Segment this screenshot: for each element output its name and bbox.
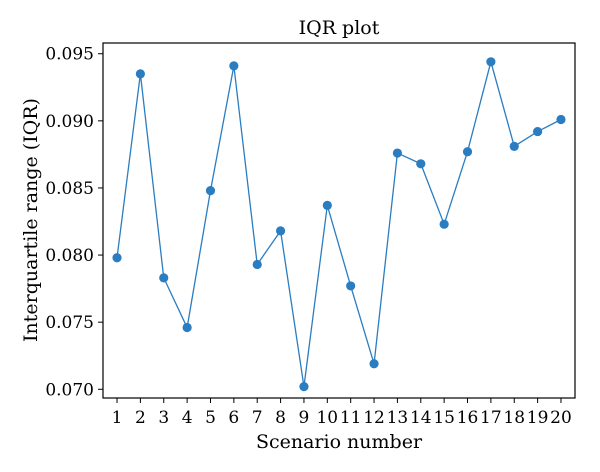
x-tick-label: 7 (252, 408, 263, 428)
data-point (135, 69, 145, 79)
y-tick-label: 0.090 (45, 112, 94, 132)
data-point (182, 322, 192, 333)
y-tick-label: 0.070 (45, 380, 94, 400)
x-axis-label: Scenario number (256, 431, 423, 453)
x-tick-label: 5 (205, 408, 216, 428)
data-point (486, 57, 496, 67)
data-point (439, 219, 449, 229)
data-point (392, 148, 403, 158)
x-tick-label: 13 (387, 408, 409, 428)
data-point (159, 273, 169, 283)
y-tick-label: 0.075 (45, 313, 94, 333)
x-tick-label: 18 (503, 408, 525, 428)
chart-title: IQR plot (299, 17, 380, 39)
x-tick-label: 2 (135, 408, 146, 428)
data-point (112, 253, 122, 263)
x-tick-label: 9 (299, 408, 310, 428)
x-tick-label: 6 (228, 408, 239, 428)
x-tick-label: 14 (410, 408, 432, 428)
plot-area (112, 57, 566, 392)
data-point (275, 226, 286, 236)
y-tick-label: 0.080 (45, 246, 94, 266)
x-tick-label: 20 (550, 408, 572, 428)
x-tick-label: 17 (480, 408, 502, 428)
data-point (229, 61, 239, 71)
data-point (556, 114, 566, 125)
data-point (509, 141, 519, 151)
data-point (205, 186, 216, 196)
x-tick-label: 8 (275, 408, 286, 428)
data-point (416, 159, 426, 169)
x-tick-label: 19 (527, 408, 549, 428)
x-tick-label: 15 (433, 408, 455, 428)
data-point (299, 381, 309, 392)
data-point (462, 147, 473, 157)
series-line (116, 59, 562, 387)
x-axis: 1 2 3 4 5 6 7 8 9 10 11 12 13 14 15 16 17 18 19 20 (112, 398, 572, 428)
x-tick-label: 3 (158, 408, 169, 428)
x-tick-label: 16 (457, 408, 479, 428)
x-tick-label: 1 (112, 408, 123, 428)
data-point (252, 259, 262, 270)
data-point (346, 281, 356, 291)
data-point (533, 126, 543, 137)
x-tick-label: 4 (182, 408, 193, 428)
plot-frame (102, 42, 576, 399)
y-tick-label: 0.095 (45, 45, 94, 65)
y-axis-label: Interquartile range (IQR) (20, 98, 42, 342)
y-axis: 0.070 0.075 0.080 0.085 0.090 0.095 (45, 45, 103, 400)
data-point (322, 200, 332, 211)
x-tick-label: 12 (363, 408, 385, 428)
x-tick-label: 11 (340, 408, 362, 428)
x-tick-label: 10 (316, 408, 338, 428)
y-tick-label: 0.085 (45, 179, 94, 199)
data-point (369, 359, 379, 369)
